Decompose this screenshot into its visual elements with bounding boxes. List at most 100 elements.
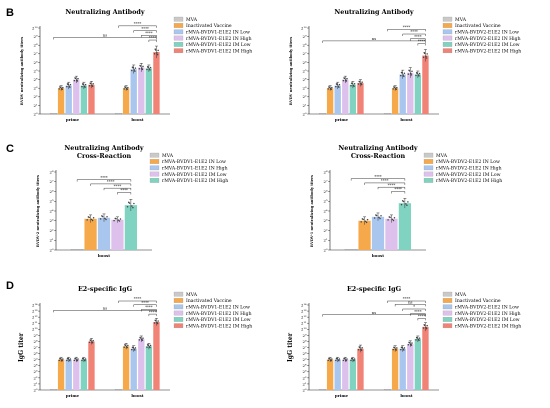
bar [73,359,80,390]
legend-label: MVA [186,292,198,298]
y-tick-label: 2⁸ [34,339,38,344]
legend-label: rMVA-BVDV2-E1E2 IM Low [455,317,520,323]
significance-label: **** [141,300,149,305]
data-point [84,86,86,88]
legend-swatch [423,159,434,164]
data-point [373,217,376,219]
data-point [423,51,425,54]
data-point [91,219,94,222]
bar [414,74,422,114]
bar [88,84,95,114]
chart-title: Cross-Reaction [351,152,406,160]
significance-label: **** [134,296,142,301]
y-tick-label: 2³ [303,86,307,91]
data-point [123,346,125,348]
data-point [403,75,405,77]
legend-label: rMVA-BVDV1-E1E2 IN Low [186,305,250,311]
data-point [126,206,129,208]
chart-title: Neutralizing Antibody [64,144,143,152]
bar [399,348,406,390]
y-axis-label: BVDV neutralizing antibody titers [289,37,293,105]
data-point [153,53,156,55]
bar [124,205,137,250]
legend-label: rMVA-BVDV2-E1E2 IN High [455,36,521,42]
data-point [69,83,72,86]
y-tick-label: 2⁰ [50,247,54,252]
legend-label: rMVA-BVDV1-E1E2 IN High [162,166,228,172]
significance-bracket [350,178,406,181]
data-point [58,88,60,90]
data-point [328,357,330,360]
bar [65,359,72,390]
data-point [338,86,340,88]
legend-label: rMVA-BVDV1-E1E2 IM Low [186,317,251,323]
data-point [66,357,69,360]
significance-bracket [364,182,406,185]
data-point [395,88,398,91]
data-point [328,86,330,88]
significance-label: **** [381,178,389,183]
bar [398,203,411,250]
data-point [418,337,421,339]
y-tick-label: 2⁴ [34,77,38,82]
data-point [405,203,407,205]
significance-bracket [322,314,426,317]
data-point [345,359,348,362]
bar [115,389,122,391]
legend-label: Inactivated Vaccine [186,23,232,29]
data-point [66,83,69,85]
bar [70,249,84,251]
y-tick-label: 2⁶ [324,189,328,194]
chart-title: Neutralizing Antibody [338,144,417,152]
data-point [415,336,418,339]
significance-label: **** [414,34,422,39]
legend-swatch [149,178,160,183]
data-point [69,358,72,360]
legend-label: rMVA-BVDV1-E1E2 IN Low [162,159,226,165]
significance-label: **** [114,183,122,188]
legend-swatch [173,23,184,28]
data-point [411,342,413,344]
data-point [58,359,60,362]
significance-label: **** [100,175,108,180]
data-point [361,218,364,220]
significance-label: ns [103,33,107,38]
significance-bracket [322,40,426,43]
y-tick-label: 2⁷ [324,179,328,184]
data-point [401,200,404,202]
significance-label: ns [103,306,107,311]
data-point [92,216,95,219]
chart-d2: E2-specific IgG IgG titer 2⁰2¹2²2³2⁴2⁵2⁶2⁷… [287,285,521,398]
data-point [410,74,413,76]
data-point [153,322,156,324]
bar [138,339,145,390]
data-point [157,320,159,322]
y-tick-label: 2² [324,228,328,233]
legend-swatch [173,29,184,35]
chart-title: E2-specific IgG [347,285,401,293]
data-point [422,56,425,58]
data-point [84,83,87,86]
legend-swatch [423,152,434,158]
significance-bracket [133,30,157,33]
y-tick-label: 2³ [303,369,307,374]
bar [342,359,349,390]
y-tick-label: 2⁰ [303,111,307,116]
data-point [395,349,398,351]
y-tick-label: 2⁰ [303,387,307,392]
data-point [342,359,345,362]
significance-bracket [148,39,157,43]
bar [153,52,160,114]
data-point [335,85,337,88]
bar [326,88,334,114]
significance-bracket [53,310,157,313]
legend-label: Inactivated Vaccine [186,298,232,304]
bar [130,348,137,390]
bar [399,74,406,114]
legend-swatch [149,165,160,171]
data-point [61,359,64,362]
data-point [361,346,363,349]
data-point [393,346,395,348]
data-point [131,348,133,351]
